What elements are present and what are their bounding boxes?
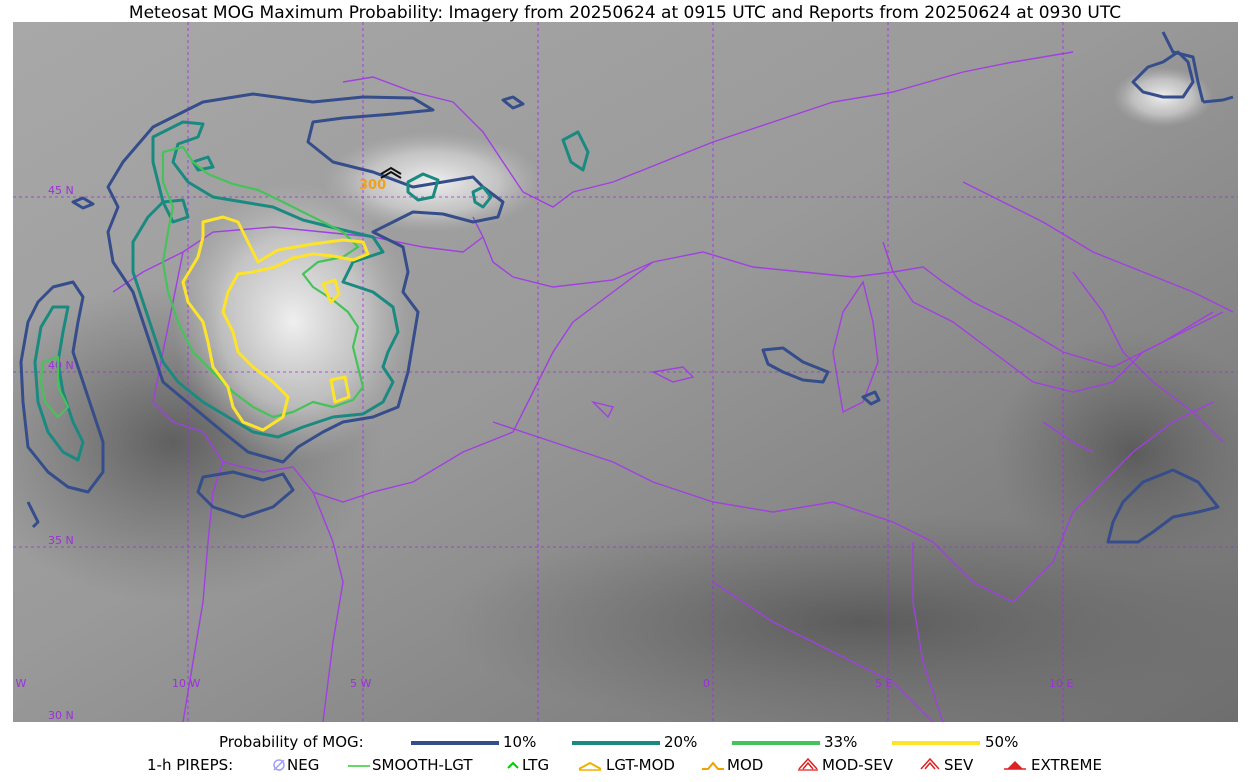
lon-label-5e: 5 E — [875, 677, 892, 690]
lat-label-40n: 40 N — [48, 359, 74, 372]
pirep-label-smooth-lgt: SMOOTH-LGT — [372, 756, 473, 774]
lon-label-10e: 10 E — [1049, 677, 1073, 690]
pirep-label-mod-sev: MOD-SEV — [822, 756, 893, 774]
contour-20pct — [33, 120, 590, 462]
pirep-label-sev: SEV — [944, 756, 974, 774]
pirep-label-lgt-mod: LGT-MOD — [606, 756, 675, 774]
lon-label-0: 0 — [703, 677, 710, 690]
probability-legend-title: Probability of MOG: — [219, 733, 364, 751]
report-altitude-label: 300 — [359, 178, 386, 193]
contour-10pct — [19, 31, 1234, 544]
dark-band — [443, 512, 1238, 722]
contour-50pct — [181, 215, 370, 432]
pirep-legend-title: 1-h PIREPS: — [147, 756, 234, 774]
probability-legend: Probability of MOG: 10% 20% 33% 50% — [0, 733, 1250, 753]
lat-label-30n: 30 N — [48, 709, 74, 722]
cloud-mass — [323, 132, 543, 232]
lgt-mod-icon — [578, 761, 602, 771]
pirep-label-neg: NEG — [287, 756, 320, 774]
lat-label-35n: 35 N — [48, 534, 74, 547]
mod-turbulence-icon — [380, 166, 402, 179]
legend-label-20: 20% — [664, 733, 698, 751]
legend-label-33: 33% — [824, 733, 858, 751]
dark-band — [993, 332, 1238, 572]
legend-swatch-20 — [572, 741, 660, 745]
neg-icon — [273, 759, 285, 771]
pirep-label-ltg: LTG — [522, 756, 550, 774]
legend-swatch-33 — [732, 741, 820, 745]
pirep-label-extreme: EXTREME — [1031, 756, 1102, 774]
mod-icon — [702, 761, 724, 770]
legend-swatch-50 — [892, 741, 980, 745]
lon-label-5w: 5 W — [350, 677, 371, 690]
legend-label-50: 50% — [985, 733, 1019, 751]
legend-swatch-10 — [411, 741, 499, 745]
legend-label-10: 10% — [503, 733, 537, 751]
satellite-map: 45 N 40 N 35 N 30 N 15 W 10 W 5 W 0 5 E … — [13, 22, 1238, 722]
contour-33pct — [39, 145, 365, 419]
ltg-icon — [507, 761, 519, 769]
smooth-lgt-icon — [348, 765, 370, 767]
map-title: Meteosat MOG Maximum Probability: Imager… — [128, 3, 1122, 23]
extreme-icon — [1004, 761, 1026, 770]
mod-sev-icon — [798, 757, 818, 771]
pirep-label-mod: MOD — [727, 756, 764, 774]
sev-icon — [920, 757, 940, 770]
pirep-report: 300 — [359, 166, 402, 193]
lon-label-10w: 10 W — [172, 677, 200, 690]
lon-label-15w: 15 W — [13, 677, 26, 690]
lat-label-45n: 45 N — [48, 184, 74, 197]
pirep-legend: 1-h PIREPS: NEG SMOOTH-LGT LTG LGT-MOD M… — [0, 756, 1250, 776]
